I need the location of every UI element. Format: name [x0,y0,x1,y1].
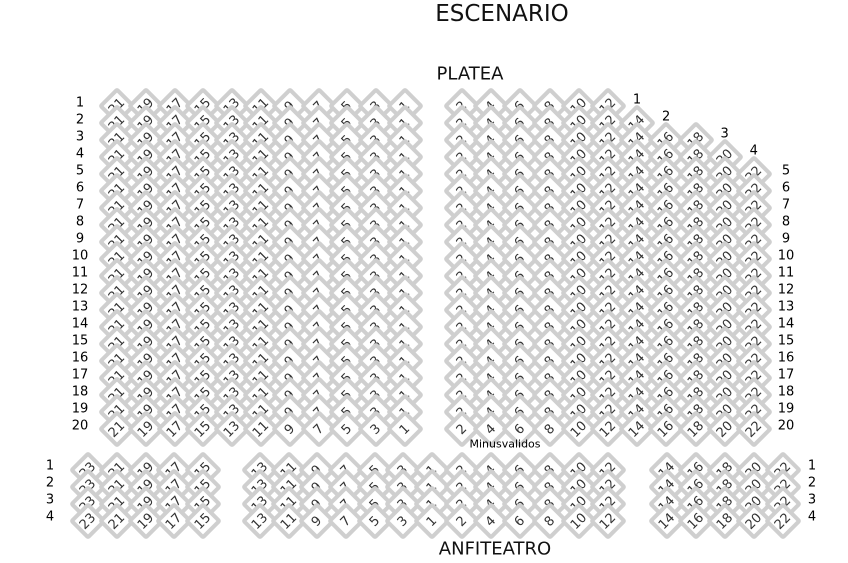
seat-number: 5 [339,420,356,438]
seat-number: 14 [626,417,649,441]
seat-number: 5 [366,512,383,530]
seat-number: 7 [310,420,327,438]
anfiteatro-title: ANFITEATRO [438,538,552,560]
seat-number: 12 [596,417,620,441]
seat-number: 16 [655,417,678,441]
anfiteatro-row-label-right: 4 [807,509,817,525]
seat-number: 23 [77,509,100,533]
seat-number: 21 [105,417,129,441]
seat-number: 20 [742,509,766,533]
seat-number: 4 [482,512,500,530]
seat-number: 13 [248,509,271,533]
platea-row-label-left: 13 [71,299,89,315]
seat-number: 18 [684,417,707,441]
seat-number: 10 [567,509,590,533]
anfiteatro-row-label-left: 1 [45,458,55,474]
seat-number: 17 [163,509,186,533]
platea-row-label-left: 18 [71,384,89,400]
platea-row-label-right: 19 [777,401,795,417]
seat-number: 14 [655,509,679,533]
seat-number: 17 [163,417,186,441]
platea-row-label-right: 1 [632,92,642,108]
platea-row-label-left: 14 [71,316,89,332]
platea-title: PLATEA [436,63,504,85]
anfiteatro-row-label-right: 1 [807,458,817,474]
platea-row-label-right: 2 [662,109,671,125]
platea-row-label-right: 20 [777,418,795,434]
platea-row-label-right: 3 [720,126,729,142]
seat-number: 19 [134,417,157,441]
platea-row-label-left: 10 [71,248,89,264]
seat-number: 15 [192,417,215,441]
seat-number: 1 [423,512,441,530]
platea-row-label-left: 1 [75,95,85,111]
seat-number: 6 [512,512,529,530]
seat-number: 8 [541,512,558,530]
seat-number: 6 [512,420,529,438]
platea-row-label-right: 5 [781,163,791,179]
seat-number: 11 [277,509,300,533]
seat-number: 9 [308,512,326,530]
platea-row-label-left: 16 [71,350,89,366]
platea-row-label-left: 8 [75,214,85,230]
platea-row-label-left: 7 [75,197,85,213]
seat-number: 9 [281,420,299,438]
seat-number: 18 [713,509,737,533]
seat-number: 12 [596,509,620,533]
seat-number: 2 [453,512,471,530]
anfiteatro-row-label-left: 3 [45,492,55,508]
seat-number: 3 [395,512,412,530]
platea-row-label-right: 4 [749,143,758,159]
seat-number: 22 [771,509,795,533]
platea-row-label-left: 9 [75,231,85,247]
seat-number: 20 [713,417,736,441]
platea-row-label-left: 20 [71,418,89,434]
platea-row-label-left: 6 [75,180,85,196]
platea-row-label-left: 11 [71,265,89,281]
platea-row-label-right: 9 [781,231,791,247]
seat-number: 2 [453,420,471,438]
seat-number: 8 [541,420,558,438]
platea-row-label-left: 12 [71,282,89,298]
anfiteatro-row-label-right: 3 [807,492,817,508]
platea-row-label-right: 16 [777,350,795,366]
seat-number: 13 [221,417,244,441]
seat-number: 15 [191,509,215,533]
seat-number: 3 [367,420,385,438]
platea-row-label-right: 6 [781,180,791,196]
platea-row-label-left: 17 [71,367,89,383]
platea-row-label-left: 19 [71,401,89,417]
platea-row-label-right: 11 [777,265,795,281]
platea-row-label-right: 10 [777,248,795,264]
anfiteatro-row-label-right: 2 [807,475,817,491]
seat-number: 10 [567,417,590,441]
seat-number: 16 [684,509,708,533]
platea-row-label-left: 5 [75,163,85,179]
seat-number: 19 [134,509,157,533]
seat-number: 21 [105,509,129,533]
platea-row-label-right: 12 [777,282,795,298]
platea-row-label-right: 13 [777,299,795,315]
platea-row-label-left: 4 [75,146,85,162]
seat-number: 1 [396,420,414,438]
seat-number: 22 [742,417,766,441]
seat-number: 4 [482,420,500,438]
seat-number: 11 [249,417,273,441]
platea-row-label-right: 14 [777,316,795,332]
stage-title: ESCENARIO [435,1,569,27]
seat-number: 7 [337,512,355,530]
accessible-seating-note: Minusvalidos [469,437,541,451]
platea-row-label-right: 8 [781,214,791,230]
platea-row-label-right: 7 [781,197,791,213]
platea-row-label-left: 3 [75,129,85,145]
platea-row-label-right: 17 [777,367,795,383]
anfiteatro-row-label-left: 4 [45,509,55,525]
platea-row-label-left: 15 [71,333,89,349]
platea-row-label-right: 18 [777,384,795,400]
platea-row-label-left: 2 [75,112,85,128]
anfiteatro-row-label-left: 2 [45,475,55,491]
platea-row-label-right: 15 [777,333,795,349]
